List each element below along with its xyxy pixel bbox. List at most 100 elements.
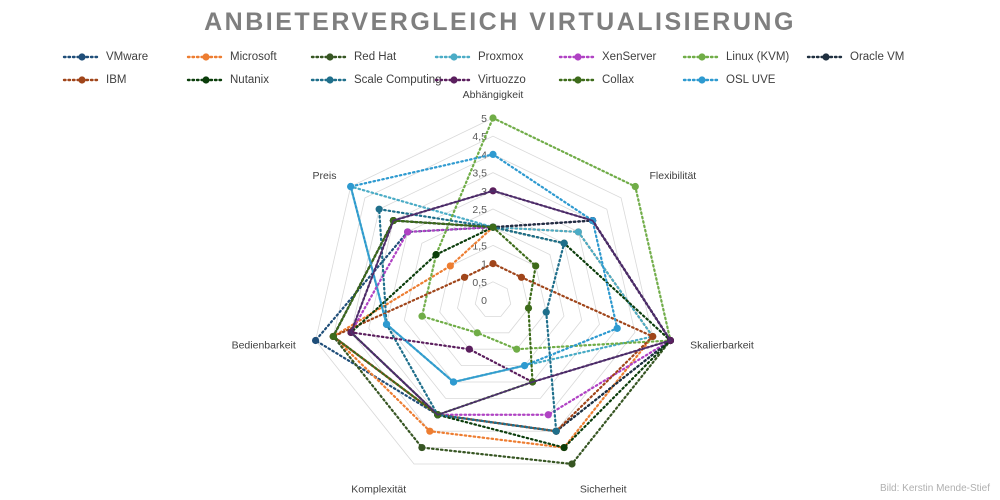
- tick-label: 0: [481, 295, 487, 307]
- legend-item: IBM: [62, 71, 186, 89]
- legend-item: Microsoft: [186, 48, 310, 66]
- legend-item: VMware: [62, 48, 186, 66]
- legend-swatch-icon: [186, 53, 226, 61]
- legend-item: Collax: [558, 71, 682, 89]
- legend-item: Proxmox: [434, 48, 558, 66]
- series-point: [473, 329, 481, 337]
- tick-label: 2,5: [472, 204, 487, 216]
- tick-label: 1,5: [472, 240, 487, 252]
- grid-ring: [474, 281, 512, 317]
- series-point: [574, 228, 582, 236]
- grid-ring: [439, 244, 547, 350]
- tick-label: 5: [481, 113, 487, 125]
- series-point: [404, 228, 412, 236]
- image-credit: Bild: Kerstin Mende-Stief: [879, 483, 990, 494]
- grid-ring: [332, 135, 654, 448]
- legend-swatch-icon: [682, 53, 722, 61]
- series-line: [349, 153, 619, 384]
- series-point: [613, 324, 621, 332]
- legend-item: OSL UVE: [682, 71, 806, 89]
- series-point: [532, 262, 540, 270]
- series-point: [449, 378, 458, 386]
- legend-label: Microsoft: [230, 51, 277, 63]
- series-point: [520, 361, 529, 370]
- legend-swatch-icon: [310, 53, 350, 61]
- legend-label: XenServer: [602, 51, 657, 63]
- series-line: [350, 189, 672, 416]
- grid-ring: [457, 263, 529, 334]
- legend-swatch-icon: [62, 53, 102, 61]
- chart-title: ANBIETERVERGLEICH VIRTUALISIERUNG: [204, 8, 796, 36]
- legend-label: Linux (KVM): [726, 51, 790, 63]
- legend-swatch-icon: [434, 53, 474, 61]
- legend-item: Red Hat: [310, 48, 434, 66]
- legend-swatch-icon: [434, 76, 474, 84]
- legend-swatch-icon: [558, 76, 598, 84]
- legend-label: Scale Computing: [354, 74, 442, 86]
- series-point: [542, 308, 550, 316]
- series-collax: [329, 216, 540, 419]
- tick-label: 0,5: [472, 277, 487, 289]
- axis-label: Bedienbarkeit: [232, 340, 296, 352]
- series-point: [489, 260, 497, 268]
- legend-label: Red Hat: [354, 51, 397, 63]
- series-point: [560, 443, 568, 452]
- legend-label: VMware: [106, 51, 149, 63]
- series-point: [489, 223, 497, 231]
- legend-item: Linux (KVM): [682, 48, 806, 66]
- legend-item: Nutanix: [186, 71, 310, 89]
- grid-ring: [386, 190, 600, 399]
- legend-swatch-icon: [310, 76, 350, 84]
- series-point: [489, 114, 497, 122]
- series-point: [517, 273, 526, 281]
- axis-label: Sicherheit: [580, 483, 627, 495]
- series-point: [311, 336, 320, 345]
- series-osl-uve: [347, 150, 621, 386]
- chart-legend: VMware Microsoft Red Hat Proxmox XenServer Li…: [62, 48, 962, 89]
- legend-label: Collax: [602, 74, 634, 86]
- series-line: [377, 207, 566, 433]
- series-point: [432, 251, 440, 259]
- axis-label: Skalierbarkeit: [690, 340, 754, 352]
- series-point: [631, 182, 639, 191]
- axis-label: Flexibilität: [650, 170, 697, 182]
- tick-label: 1: [481, 259, 487, 271]
- axis-label: Komplexität: [351, 483, 406, 495]
- series-point: [552, 427, 560, 435]
- series-solid-reference: [350, 189, 672, 416]
- grid-ring: [350, 153, 636, 432]
- legend-label: Nutanix: [230, 74, 269, 86]
- series-point: [418, 443, 426, 452]
- series-point: [568, 460, 576, 468]
- legend-label: Proxmox: [478, 51, 524, 63]
- legend-swatch-icon: [186, 76, 226, 84]
- series-point: [418, 312, 426, 320]
- legend-label: OSL UVE: [726, 74, 776, 86]
- axis-label: Abhängigkeit: [463, 89, 524, 101]
- legend-item: XenServer: [558, 48, 682, 66]
- series-point: [446, 262, 454, 270]
- series-point: [649, 332, 657, 341]
- legend-item: Scale Computing: [310, 71, 442, 89]
- series-point: [329, 332, 337, 341]
- series-xenserver: [347, 216, 675, 419]
- grid-ring: [403, 208, 583, 383]
- series-point: [489, 150, 497, 158]
- legend-item: Oracle VM: [806, 48, 930, 66]
- legend-item: Virtuozzo: [434, 71, 558, 89]
- tick-label: 3: [481, 186, 487, 198]
- axis-label: Preis: [313, 170, 337, 182]
- series-point: [375, 205, 383, 213]
- series-point: [465, 345, 473, 353]
- series-point: [524, 304, 533, 312]
- legend-swatch-icon: [682, 76, 722, 84]
- legend-swatch-icon: [558, 53, 598, 61]
- legend-label: Virtuozzo: [478, 74, 526, 86]
- series-point: [460, 273, 469, 281]
- series-point: [560, 239, 568, 247]
- legend-label: IBM: [106, 74, 127, 86]
- series-point: [347, 182, 355, 191]
- legend-swatch-icon: [806, 53, 846, 61]
- legend-label: Oracle VM: [850, 51, 905, 63]
